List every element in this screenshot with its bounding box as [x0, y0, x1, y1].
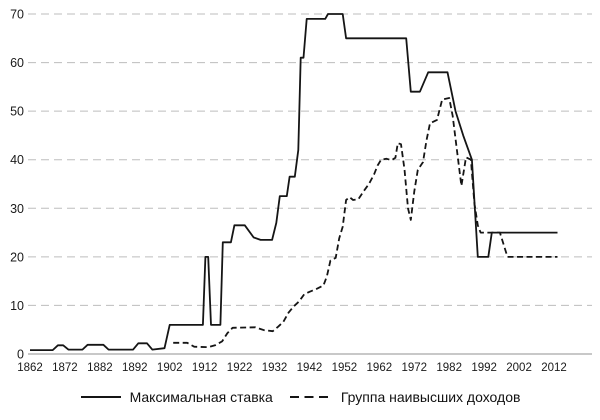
legend-label-top-income-group: Группа наивысших доходов [340, 389, 521, 405]
y-tick-label: 50 [10, 105, 24, 119]
x-tick-label: 1982 [436, 362, 462, 374]
x-tick-label: 1972 [401, 362, 427, 374]
x-tick-label: 2012 [541, 362, 567, 374]
x-tick-label: 1932 [262, 362, 288, 374]
series-top-income-group-line [173, 97, 558, 349]
x-tick-label: 1942 [297, 362, 323, 374]
x-tick-label: 1992 [471, 362, 497, 374]
y-tick-label: 60 [10, 56, 24, 70]
y-tick-label: 10 [10, 299, 24, 313]
x-tick-label: 1952 [332, 362, 358, 374]
legend-dashed-line-sample [289, 396, 332, 398]
legend-item-max-rate: Максимальная ставка [80, 389, 273, 405]
legend-solid-line-sample [80, 396, 121, 398]
x-tick-label: 1902 [157, 362, 183, 374]
y-tick-label: 70 [10, 8, 24, 22]
x-tick-label: 1922 [227, 362, 253, 374]
x-tick-label: 1862 [17, 362, 43, 374]
series-max-rate-line [30, 13, 558, 352]
x-tick-label: 1892 [122, 362, 148, 374]
x-tick-label: 1872 [52, 362, 78, 374]
x-tick-label: 2002 [506, 362, 532, 374]
y-tick-label: 0 [17, 348, 24, 362]
x-tick-label: 1912 [192, 362, 218, 374]
y-tick-label: 40 [10, 153, 24, 167]
x-tick-label: 1962 [367, 362, 393, 374]
x-tick-label: 1882 [87, 362, 113, 374]
legend-label-max-rate: Максимальная ставка [129, 389, 273, 405]
y-tick-label: 20 [10, 250, 24, 264]
legend-item-top-income-group: Группа наивысших доходов [289, 389, 521, 405]
y-tick-label: 30 [10, 202, 24, 216]
legend: Максимальная ставка Группа наивысших дох… [0, 389, 600, 405]
